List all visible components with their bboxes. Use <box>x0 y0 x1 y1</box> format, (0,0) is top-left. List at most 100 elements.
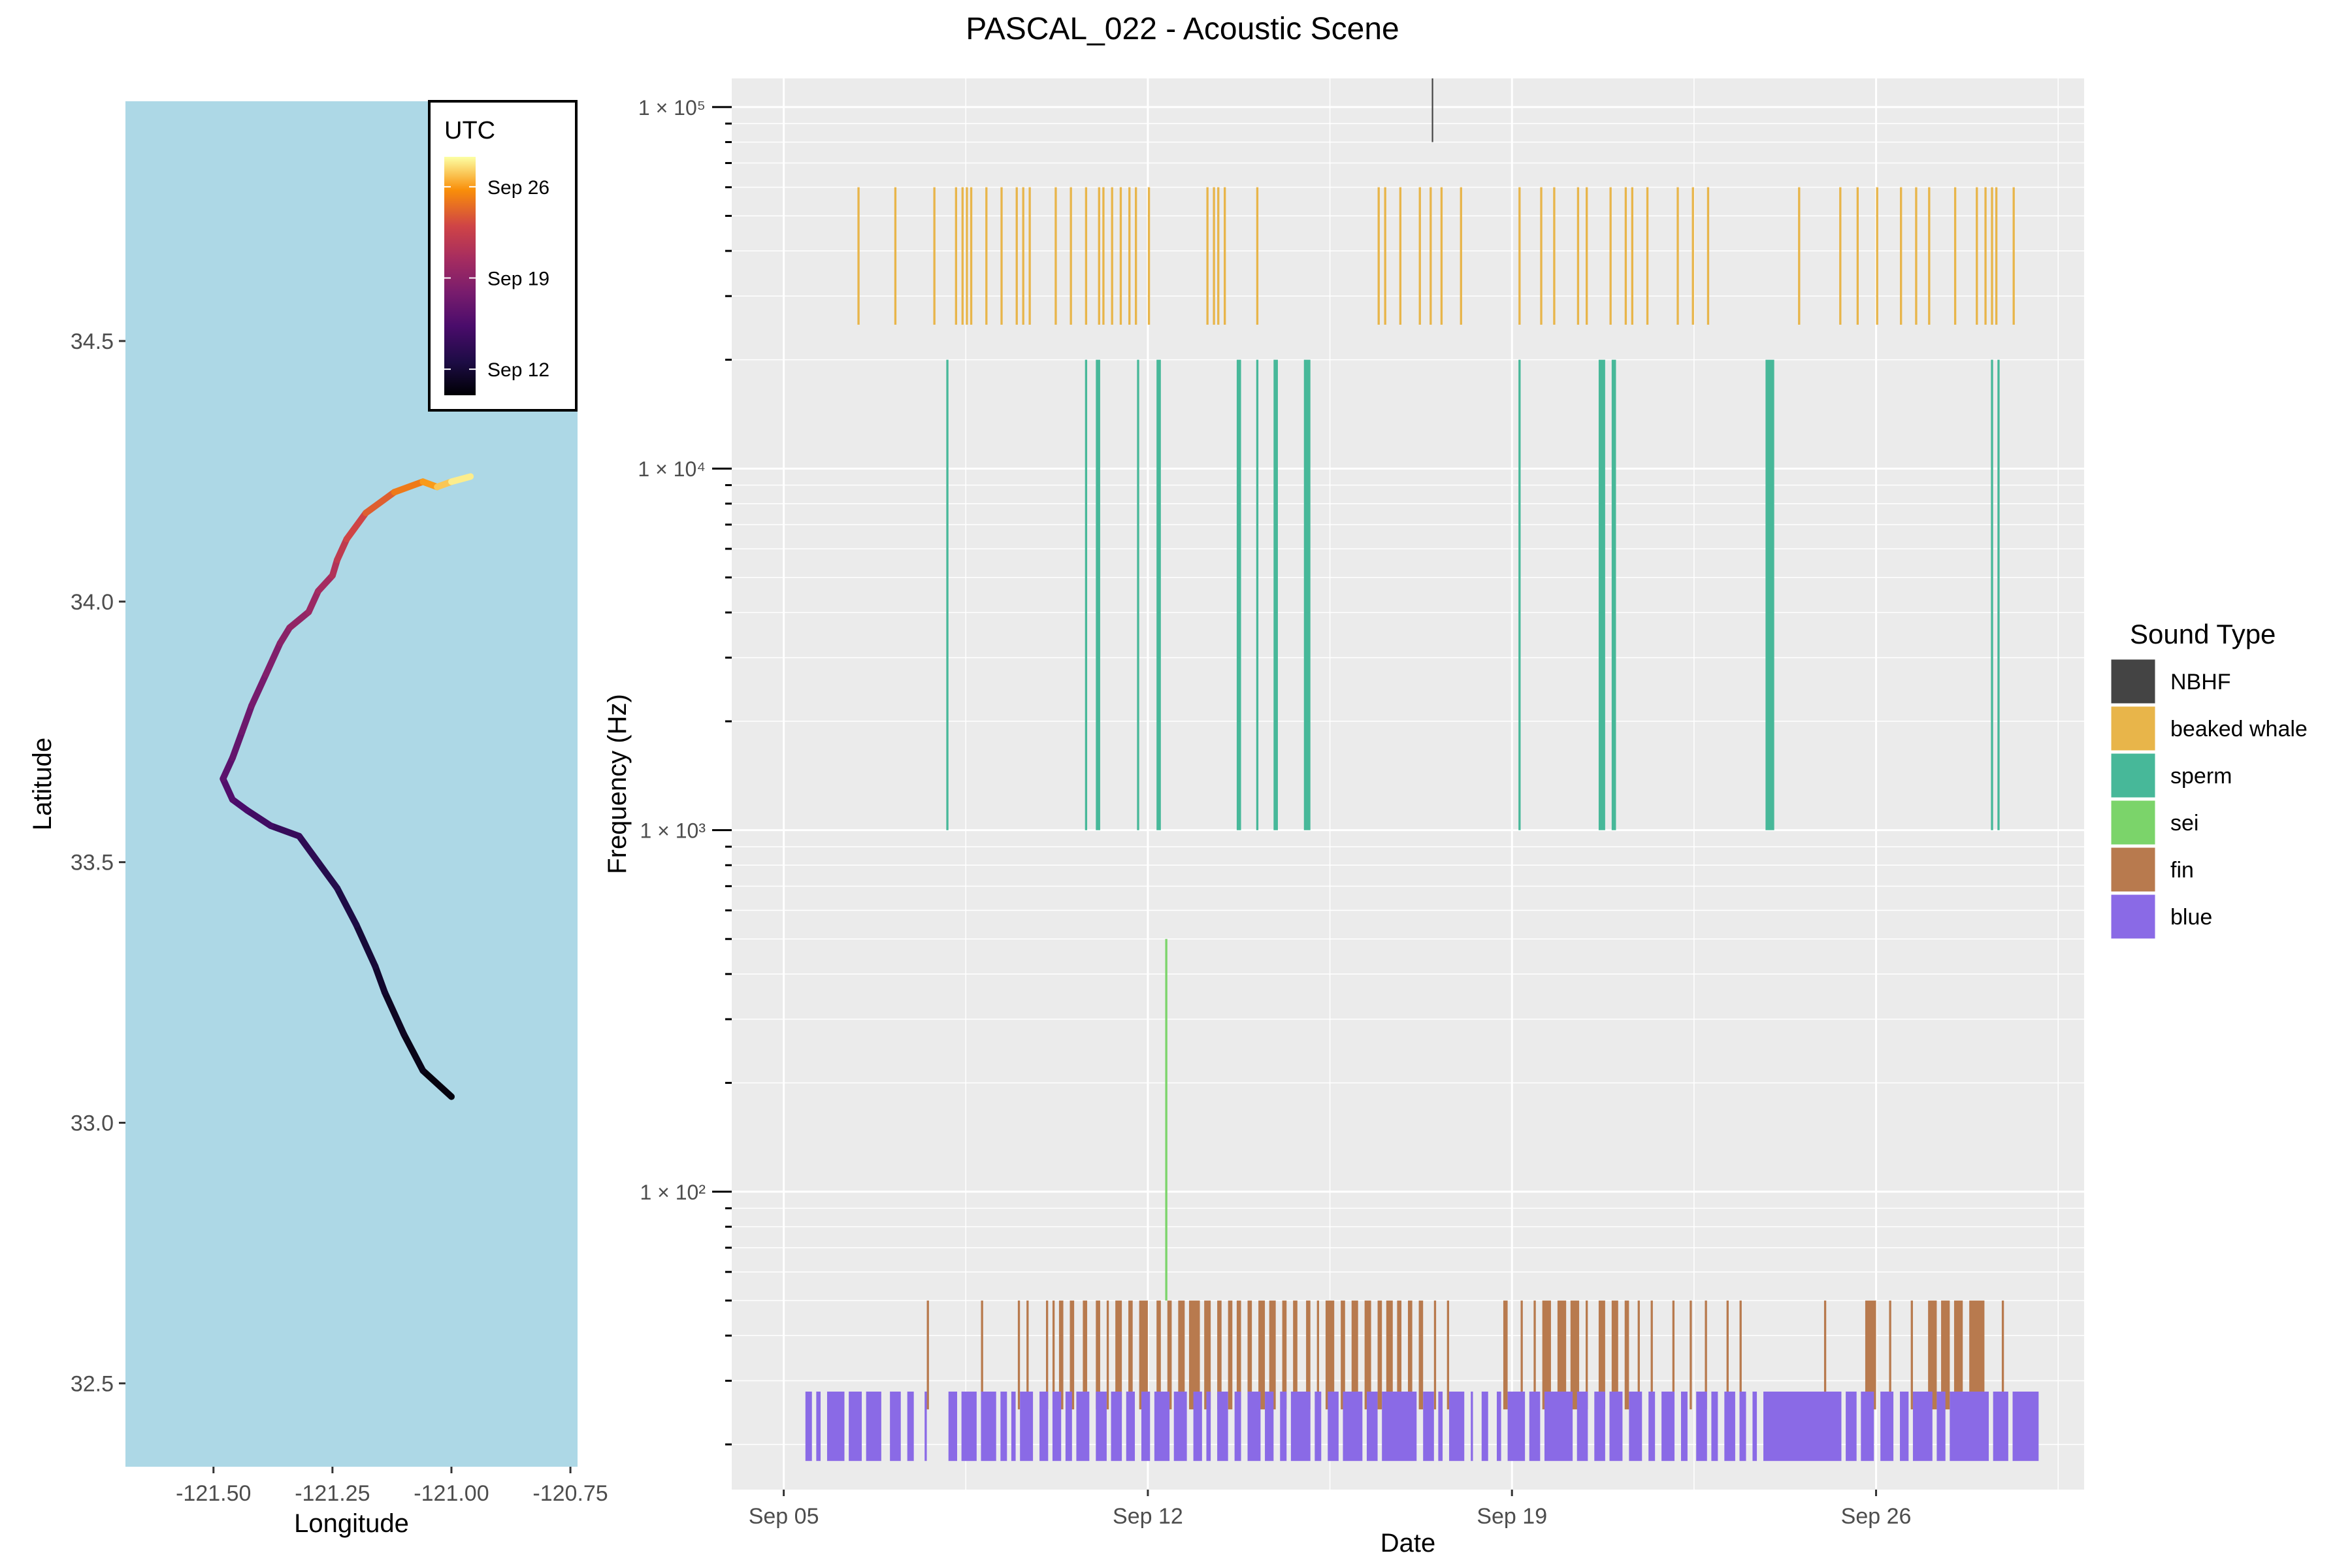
event-bar <box>1542 1300 1551 1410</box>
event-bar <box>1147 187 1151 325</box>
event-bar <box>1865 1300 1876 1410</box>
event-bar <box>1471 1391 1473 1462</box>
event-bar <box>1351 1300 1358 1410</box>
track-segment <box>400 1030 427 1074</box>
legend-swatch <box>2109 845 2157 894</box>
event-bar <box>1609 187 1612 325</box>
sound-type-legend: Sound Type NBHF beaked whale sperm sei fin bl… <box>2109 619 2308 941</box>
event-bar <box>1293 1300 1298 1410</box>
event-bar <box>961 1391 977 1462</box>
track-segment <box>238 702 255 736</box>
event-bar <box>1661 1391 1675 1462</box>
map-x-tick-label: -120.75 <box>532 1481 608 1506</box>
map-y-tick-label: 33.0 <box>71 1111 114 1136</box>
event-bar <box>1553 187 1556 325</box>
event-bar <box>1503 1300 1508 1410</box>
event-bar <box>1382 1391 1417 1462</box>
track-segment <box>243 806 274 829</box>
x-tick-label: Sep 26 <box>1841 1504 1912 1529</box>
event-bar <box>1680 1391 1688 1462</box>
event-bar <box>1889 1300 1891 1410</box>
event-bar <box>1637 1300 1640 1410</box>
event-bar <box>1228 1300 1233 1410</box>
event-bar <box>1265 1391 1274 1462</box>
event-bar <box>1928 187 1931 325</box>
map-track <box>220 473 474 1100</box>
event-bar <box>1256 187 1259 325</box>
map-x-axis-label: Longitude <box>294 1509 409 1538</box>
event-bar <box>857 187 860 325</box>
map-x-axis: -121.50 -121.25 -121.00 -120.75 <box>176 1467 608 1506</box>
utc-legend: UTC Sep 26 Sep 19 Sep 12 <box>428 100 578 412</box>
track-segment <box>334 536 350 563</box>
event-bar <box>1173 1391 1187 1462</box>
event-bar <box>1193 1391 1202 1462</box>
event-bar <box>1765 359 1774 830</box>
event-bar <box>1111 1391 1122 1462</box>
track-segment <box>362 489 398 517</box>
utc-tick-label: Sep 26 <box>487 177 549 199</box>
event-bar <box>1481 1391 1488 1462</box>
event-bar <box>1236 359 1241 830</box>
event-bar <box>1290 1391 1311 1462</box>
track-segment <box>334 885 360 928</box>
event-bar <box>1039 1391 1049 1462</box>
event-bar <box>1611 1300 1618 1410</box>
event-bar <box>1507 1391 1526 1462</box>
event-bar <box>1598 1300 1605 1410</box>
event-bar <box>1165 939 1168 1301</box>
track-segment <box>419 1067 455 1100</box>
event-bar <box>946 359 949 830</box>
map-x-tick-label: -121.25 <box>295 1481 370 1506</box>
event-bar <box>1341 1300 1345 1410</box>
event-bar <box>1739 1300 1742 1410</box>
event-bar <box>1128 187 1131 325</box>
sound-type-legend-title: Sound Type <box>2130 619 2276 649</box>
x-tick-label: Sep 12 <box>1113 1504 1183 1529</box>
event-bar <box>1611 359 1616 830</box>
legend-item-sei: sei <box>2109 798 2198 847</box>
y-tick-label: 1 × 10⁵ <box>638 96 706 120</box>
sound-type-legend-items: NBHF beaked whale sperm sei fin blue <box>2109 657 2308 941</box>
event-bar <box>1206 1391 1211 1462</box>
legend-label: blue <box>2170 905 2212 930</box>
event-bar <box>955 187 957 325</box>
event-bar <box>1224 187 1226 325</box>
event-bar <box>1910 1300 1913 1410</box>
event-bar <box>1137 359 1139 830</box>
event-bar <box>1629 1391 1642 1462</box>
event-bar <box>1570 1300 1580 1410</box>
event-bar <box>1705 1300 1707 1410</box>
utc-colorbar <box>444 157 476 395</box>
event-bar <box>1936 1391 1946 1462</box>
event-bar <box>1993 1391 2008 1462</box>
event-bar <box>849 1391 862 1462</box>
legend-label: NBHF <box>2170 670 2231 694</box>
event-bar <box>970 187 973 325</box>
acoustic-x-axis-label: Date <box>1380 1529 1436 1558</box>
event-bar <box>1408 1300 1413 1410</box>
event-bar <box>1648 1391 1656 1462</box>
event-bar <box>1022 187 1024 325</box>
map-y-axis-label: Latitude <box>28 738 57 830</box>
event-bar <box>1900 1391 1909 1462</box>
event-bar <box>1256 359 1259 830</box>
event-bar <box>816 1391 821 1462</box>
map-y-tick-label: 34.0 <box>71 590 114 615</box>
series-fin <box>926 1300 2004 1410</box>
event-bar <box>1646 187 1649 325</box>
event-bar <box>1941 1300 1950 1410</box>
event-bar <box>1273 359 1278 830</box>
x-tick-label: Sep 19 <box>1477 1504 1547 1529</box>
event-bar <box>1247 1391 1261 1462</box>
event-bar <box>1846 1391 1857 1462</box>
event-bar <box>1111 187 1113 325</box>
event-bar <box>1020 1391 1034 1462</box>
event-bar <box>1096 359 1100 830</box>
event-bar <box>1460 187 1462 325</box>
event-bar <box>1598 359 1605 830</box>
series-NBHF <box>1431 78 1433 142</box>
acoustic-x-axis: Sep 05 Sep 12 Sep 19 Sep 26 <box>749 1490 1912 1529</box>
event-bar <box>1258 1300 1266 1410</box>
